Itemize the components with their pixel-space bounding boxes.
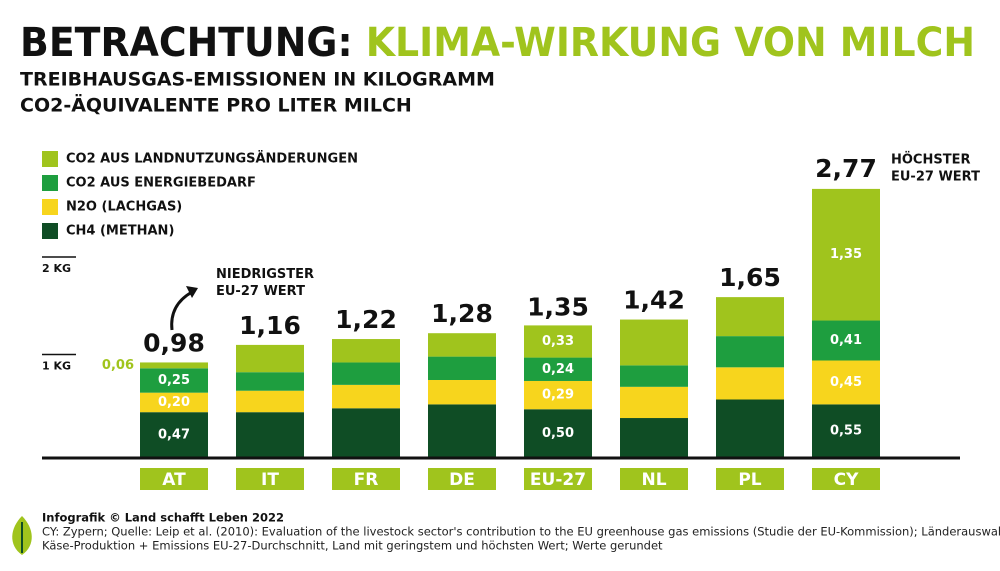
total-label: 1,22 (335, 305, 397, 334)
value-label: 0,41 (830, 333, 862, 348)
x-tick-label: CY (834, 470, 859, 490)
bar-segment (140, 362, 208, 369)
annotation-arrow (170, 290, 193, 331)
legend-swatch (42, 175, 58, 191)
bar-segment (524, 357, 592, 381)
legend-label: CH4 (METHAN) (66, 224, 174, 239)
bar-segment (620, 365, 688, 387)
credit: Infografik © Land schafft Leben 2022 (42, 511, 284, 525)
value-label: 0,06 (102, 358, 134, 373)
bar-segment (332, 384, 400, 409)
note: Käse-Produktion + Emissions EU-27-Durchs… (42, 539, 663, 553)
category-box (332, 468, 400, 490)
x-tick-label: PL (738, 470, 761, 490)
x-tick-label: NL (641, 470, 666, 490)
bar-segment (812, 360, 880, 405)
value-label: 0,24 (542, 362, 574, 377)
x-tick-label: FR (354, 470, 379, 490)
subtitle: TREIBHAUSGAS-EMISSIONEN IN KILOGRAMM (20, 69, 495, 91)
value-label: 0,29 (542, 388, 574, 403)
category-box (524, 468, 592, 490)
bar-segment (140, 392, 208, 413)
annotation: EU-27 WERT (216, 284, 305, 299)
y-tick-label: 1 KG (42, 360, 71, 373)
total-label: 1,35 (527, 292, 589, 321)
annotation-arrow-head (186, 286, 198, 298)
category-box (620, 468, 688, 490)
value-label: 0,33 (542, 334, 574, 349)
bar-segment (428, 380, 496, 405)
legend-swatch (42, 151, 58, 167)
bar-segment (716, 297, 784, 337)
legend-label: CO2 AUS ENERGIEBEDARF (66, 176, 256, 191)
category-box (812, 468, 880, 490)
bar-segment (620, 319, 688, 366)
bar-segment (236, 372, 304, 391)
bar-segment (236, 344, 304, 373)
value-label: 0,50 (542, 426, 574, 441)
bar-segment (812, 320, 880, 361)
x-tick-label: EU-27 (530, 470, 586, 490)
total-label: 1,16 (239, 311, 301, 340)
bar-segment (716, 367, 784, 400)
bar-segment (812, 404, 880, 458)
value-label: 0,45 (830, 375, 862, 390)
value-label: 0,55 (830, 424, 862, 439)
total-label: 1,65 (719, 263, 781, 292)
bar-segment (716, 336, 784, 368)
bar-segment (620, 418, 688, 458)
bar-segment (812, 188, 880, 321)
note: CY: Zypern; Quelle: Leip et al. (2010): … (42, 525, 1000, 539)
y-tick-label: 2 KG (42, 262, 71, 275)
subtitle: CO2-ÄQUIVALENTE PRO LITER MILCH (20, 93, 412, 117)
total-label: 1,42 (623, 286, 685, 315)
title: BETRACHTUNG: (20, 20, 353, 66)
annotation: EU-27 WERT (891, 169, 980, 184)
bar-segment (524, 380, 592, 410)
bar-segment (332, 339, 400, 363)
bar-segment (236, 390, 304, 413)
annotation: NIEDRIGSTER (216, 267, 314, 282)
category-box (716, 468, 784, 490)
value-label: 0,25 (158, 373, 190, 388)
chart-title: BETRACHTUNG: KLIMA-WIRKUNG VON MILCH (20, 20, 975, 66)
value-label: 1,35 (830, 247, 862, 262)
x-tick-label: AT (162, 470, 186, 490)
value-label: 0,20 (158, 395, 190, 410)
bar-segment (620, 386, 688, 419)
bar-segment (428, 356, 496, 380)
legend-label: N2O (LACHGAS) (66, 200, 182, 215)
bar-segment (428, 404, 496, 458)
bar-segment (332, 408, 400, 458)
legend-label: CO2 AUS LANDNUTZUNGSÄNDERUNGEN (66, 151, 358, 167)
bar-segment (428, 333, 496, 357)
total-label: 0,98 (143, 328, 205, 357)
value-label: 0,47 (158, 428, 190, 443)
x-tick-label: IT (261, 470, 279, 490)
total-label: 1,28 (431, 299, 493, 328)
bar-segment (140, 368, 208, 393)
bar-segment (140, 412, 208, 458)
logo (12, 516, 32, 555)
bar-segment (716, 399, 784, 458)
annotation: HÖCHSTER (891, 151, 970, 167)
x-tick-label: DE (449, 470, 475, 490)
total-label: 2,77 (815, 154, 877, 183)
bar-segment (524, 325, 592, 358)
bar-segment (236, 412, 304, 458)
title-highlight: KLIMA-WIRKUNG VON MILCH (366, 20, 975, 66)
category-box (428, 468, 496, 490)
legend-swatch (42, 223, 58, 239)
category-box (236, 468, 304, 490)
bar-segment (524, 409, 592, 458)
legend-swatch (42, 199, 58, 215)
category-box (140, 468, 208, 490)
bar-segment (332, 362, 400, 385)
